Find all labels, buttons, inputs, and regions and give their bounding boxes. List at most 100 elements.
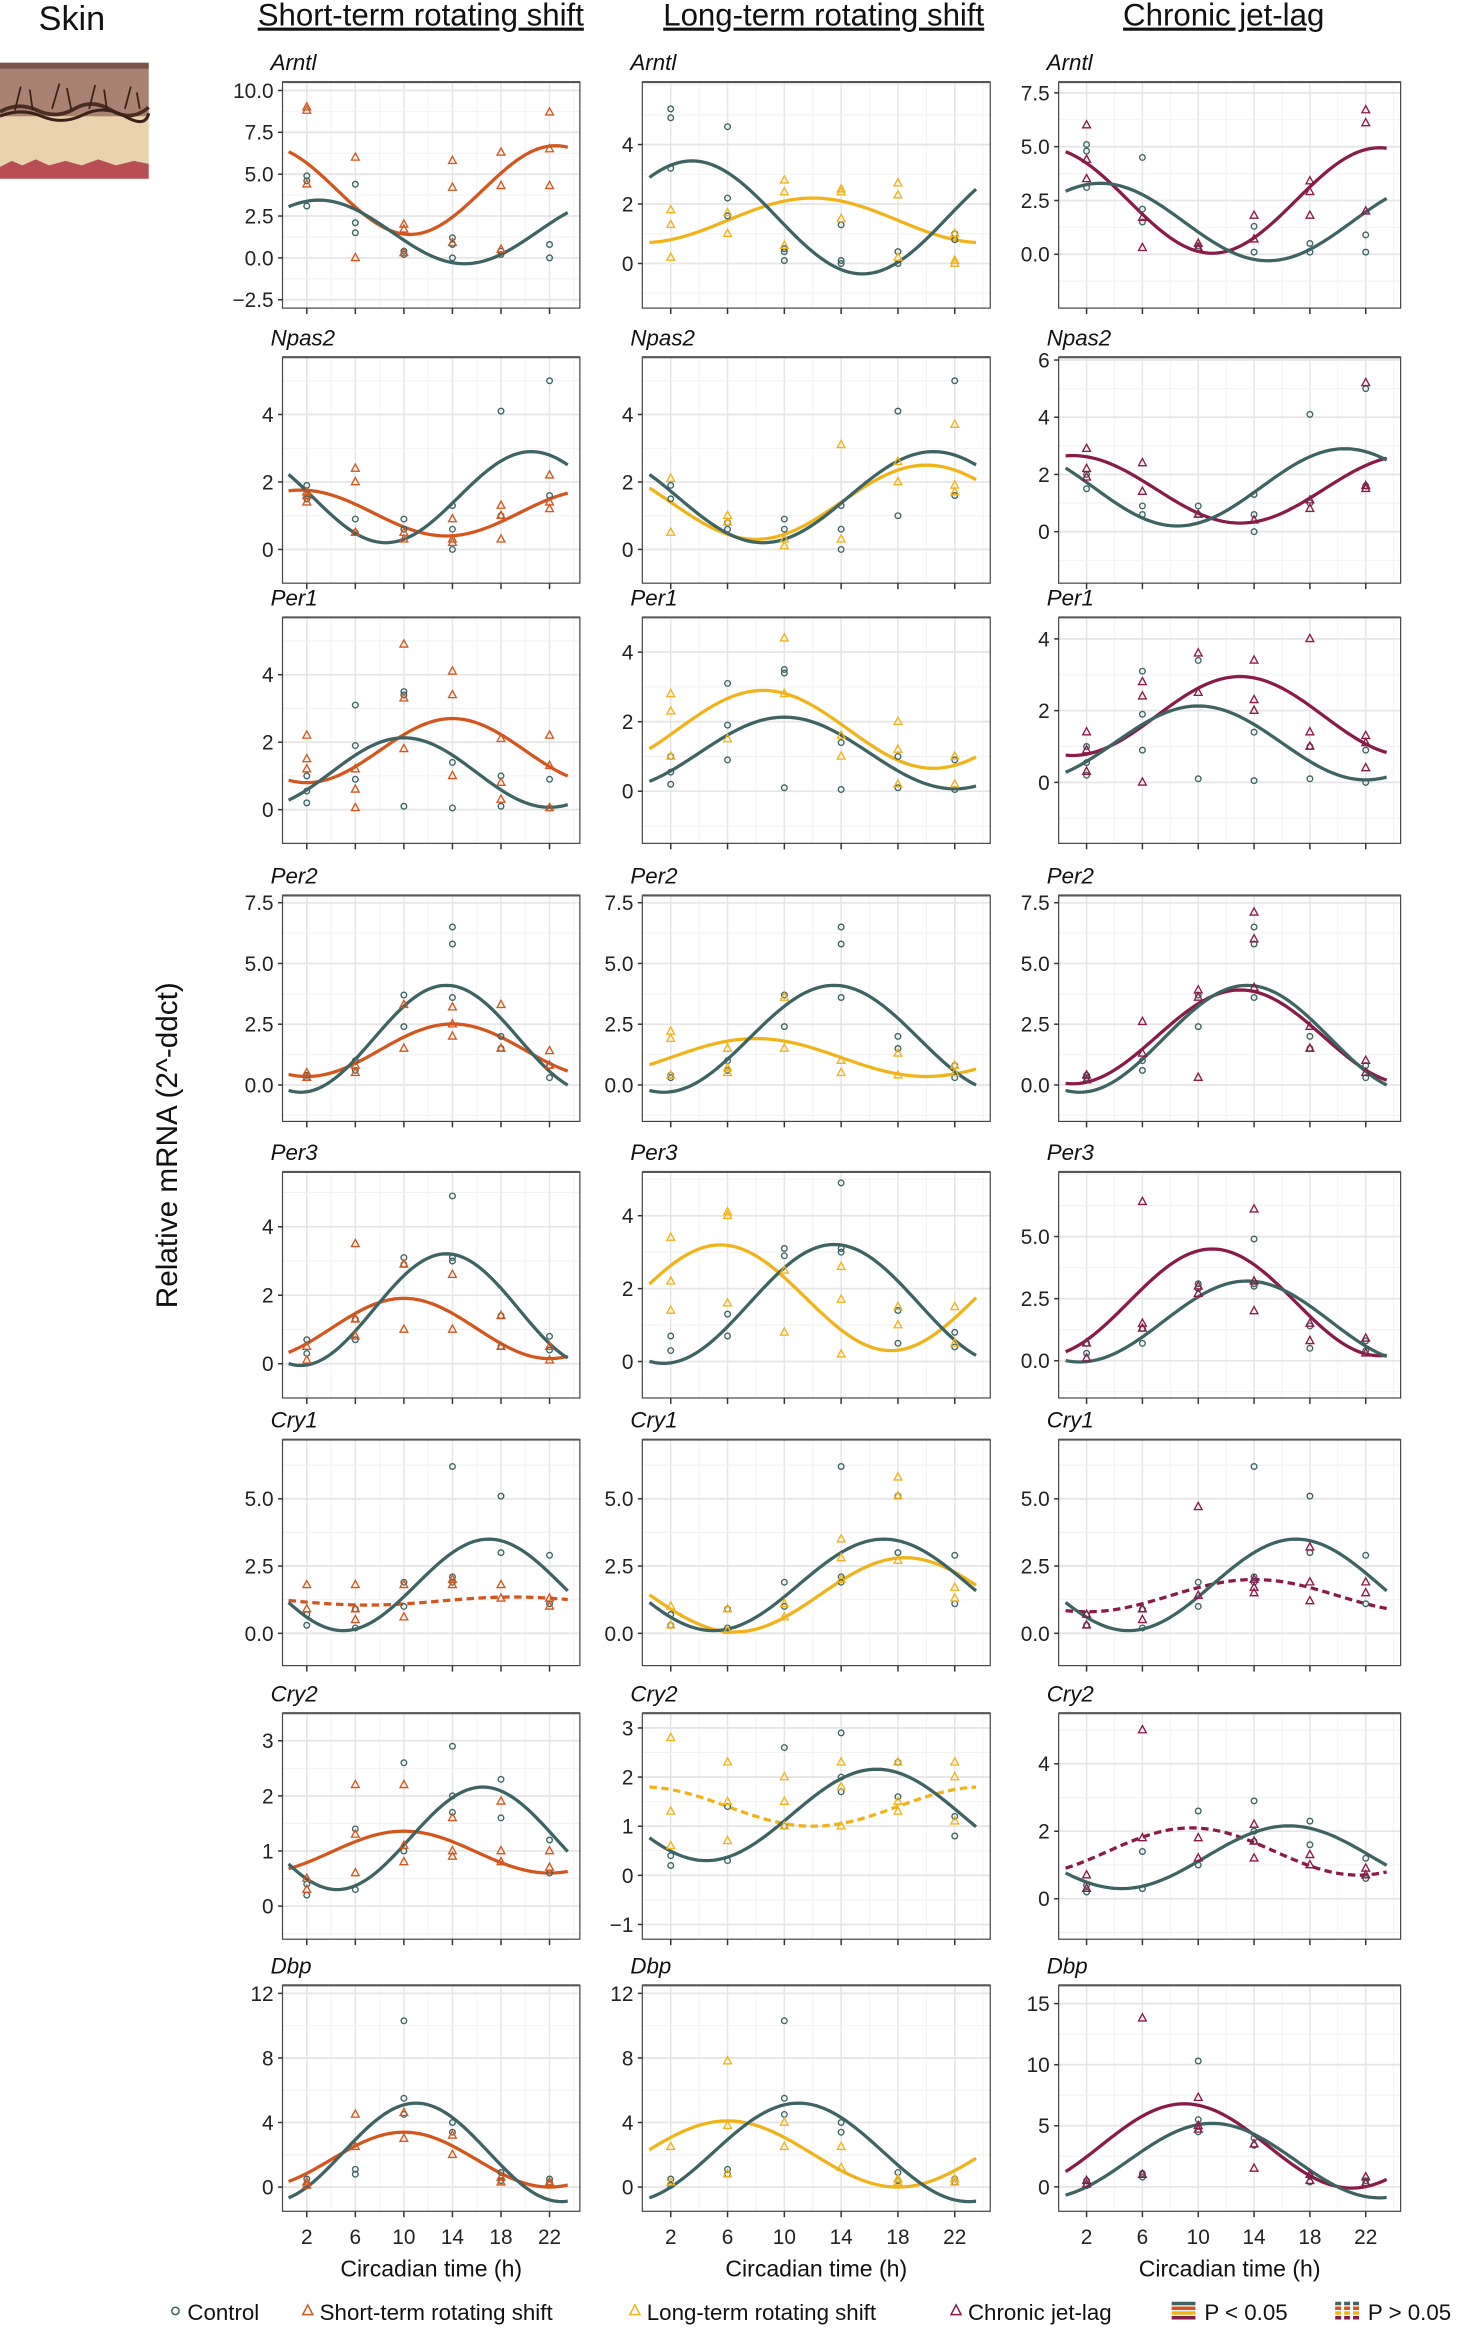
data-point-treatment (1193, 686, 1204, 697)
data-point-treatment (495, 533, 506, 543)
data-point-control (837, 739, 845, 747)
data-point-treatment (892, 251, 903, 261)
data-point-treatment (722, 2168, 733, 2178)
data-point-control (351, 180, 359, 188)
y-tick-label: 0 (622, 2177, 634, 2200)
data-point-treatment (779, 540, 790, 550)
panel-background (1058, 357, 1401, 584)
data-point-control (351, 701, 359, 709)
y-tick-label: 12 (250, 1983, 273, 2006)
data-point-treatment (1304, 502, 1315, 513)
x-tick-label: 6 (1137, 2226, 1149, 2249)
data-point-treatment (495, 776, 506, 787)
data-point-treatment (301, 763, 312, 773)
data-point-treatment (1137, 1322, 1148, 1332)
data-point-treatment (779, 1326, 790, 1336)
data-point-treatment (301, 1883, 312, 1893)
data-point-control (1083, 759, 1091, 767)
gene-label: Per1 (271, 585, 318, 610)
y-tick-label: 0 (1038, 1888, 1050, 1911)
data-point-control (400, 1023, 408, 1031)
data-point-treatment (1304, 1848, 1315, 1859)
data-point-treatment (1081, 744, 1092, 754)
data-point-treatment (722, 1297, 733, 1307)
fit-curve-short-term-rotating-shift (288, 488, 569, 538)
data-point-treatment (350, 763, 361, 773)
data-point-treatment (301, 729, 312, 739)
gene-label: Arntl (1045, 50, 1094, 75)
data-point-control (951, 377, 959, 385)
data-point-treatment (1137, 690, 1148, 700)
data-point-control (448, 502, 456, 510)
data-point-control (951, 1832, 959, 1840)
data-point-control (400, 515, 408, 523)
data-point-treatment (779, 1795, 790, 1805)
data-point-treatment (1193, 647, 1204, 657)
data-point-control (400, 1602, 408, 1610)
data-point-treatment (544, 1045, 555, 1055)
data-point-treatment (398, 638, 409, 648)
data-point-control (837, 993, 845, 1001)
panel-cry2-2: Cry2 −1 0 1 2 3 (610, 1681, 991, 1946)
data-point-treatment (665, 1032, 676, 1043)
y-tick-label: 2.5 (604, 1555, 633, 1578)
gene-label: Cry2 (271, 1681, 319, 1706)
data-point-treatment (779, 687, 790, 698)
panel-background (642, 1985, 991, 2212)
panel-background (1058, 82, 1401, 309)
y-tick-label: 10.0 (233, 80, 273, 103)
data-point-control (351, 1057, 359, 1065)
y-tick-label: 0.0 (604, 1623, 633, 1646)
data-point-treatment (836, 1054, 847, 1065)
data-point-control (1138, 746, 1146, 754)
gene-label: Npas2 (271, 325, 336, 350)
y-tick-label: 5.0 (1021, 1488, 1050, 1511)
data-point-control (351, 2170, 359, 2178)
data-point-treatment (722, 1042, 733, 1052)
data-point-control (724, 525, 732, 533)
data-point-control (837, 1729, 845, 1737)
data-point-treatment (495, 1592, 506, 1602)
y-tick-label: 2 (262, 1285, 274, 1308)
data-point-treatment (722, 1756, 733, 1766)
data-point-treatment (544, 1861, 555, 1871)
data-point-treatment (447, 1845, 458, 1855)
data-point-treatment (1304, 1595, 1315, 1605)
data-point-treatment (1304, 1576, 1315, 1586)
panel-background (642, 617, 991, 844)
data-point-treatment (836, 1066, 847, 1077)
data-point-treatment (722, 1795, 733, 1805)
panel-npas2-2: Npas2 0 2 4 (622, 325, 991, 590)
data-point-treatment (779, 2116, 790, 2126)
data-point-control (303, 202, 311, 210)
data-point-treatment (1360, 762, 1371, 772)
data-point-treatment (1360, 377, 1371, 387)
y-tick-label: 0 (1038, 521, 1050, 544)
data-point-control (667, 768, 675, 776)
data-point-control (894, 752, 902, 760)
panel-per3-2: Per3 0 2 4 (622, 1140, 991, 1404)
data-point-control (497, 802, 505, 810)
data-point-treatment (665, 1600, 676, 1610)
data-point-control (1194, 1861, 1202, 1869)
data-point-treatment (722, 1206, 733, 1216)
data-point-control (1138, 511, 1146, 519)
data-point-control (1138, 502, 1146, 510)
data-point-control (667, 114, 675, 122)
fit-curve-control (1064, 1824, 1388, 1891)
data-point-control (894, 784, 902, 792)
fit-curve-control (287, 736, 569, 809)
data-point-treatment (1081, 1869, 1092, 1879)
gene-label: Npas2 (1047, 325, 1112, 350)
y-tick-label: 2.5 (245, 205, 274, 228)
fit-curve-chronic-jet-lag (1065, 1577, 1387, 1614)
data-point-treatment (1081, 173, 1092, 183)
panel-background (282, 1713, 580, 1940)
data-point-treatment (892, 476, 903, 486)
data-point-treatment (892, 1490, 903, 1500)
gene-label: Arntl (269, 50, 318, 75)
data-point-treatment (892, 1795, 903, 1805)
data-point-control (1194, 1023, 1202, 1031)
data-point-control (1083, 184, 1091, 192)
